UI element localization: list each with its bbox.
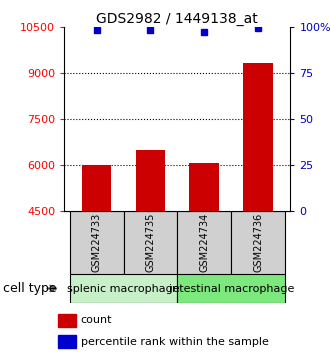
Text: splenic macrophage: splenic macrophage — [67, 284, 180, 293]
Bar — [243, 63, 273, 211]
Bar — [58, 335, 76, 348]
Text: GSM224735: GSM224735 — [146, 213, 155, 272]
Text: GSM224736: GSM224736 — [253, 213, 263, 272]
Text: cell type: cell type — [3, 282, 57, 295]
Bar — [178, 211, 231, 274]
Bar — [58, 314, 76, 327]
Bar — [123, 211, 178, 274]
Bar — [178, 274, 285, 303]
Title: GDS2982 / 1449138_at: GDS2982 / 1449138_at — [96, 12, 258, 25]
Text: intestinal macrophage: intestinal macrophage — [169, 284, 294, 293]
Bar — [70, 274, 178, 303]
Bar — [82, 165, 112, 211]
Text: count: count — [81, 315, 112, 325]
Bar — [189, 163, 219, 211]
Text: GSM224733: GSM224733 — [92, 213, 102, 272]
Text: GSM224734: GSM224734 — [199, 213, 209, 272]
Bar — [231, 211, 285, 274]
Bar — [136, 150, 165, 211]
Text: percentile rank within the sample: percentile rank within the sample — [81, 337, 269, 347]
Bar — [70, 211, 123, 274]
